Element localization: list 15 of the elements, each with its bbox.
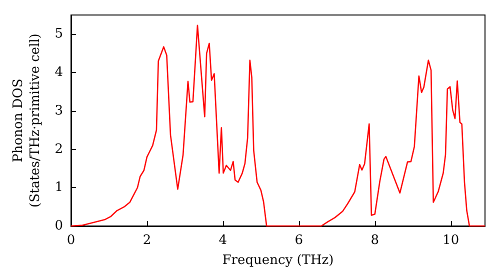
x-tick-label: 0	[66, 233, 76, 248]
x-tick-label: 8	[370, 233, 379, 248]
y-axis-title: Phonon DOS (States/THz·primitive cell)	[10, 33, 43, 208]
y-tick-label: 3	[54, 103, 63, 118]
y-tick-label: 5	[54, 26, 63, 42]
y-tick-label: 2	[54, 142, 63, 157]
y-tick-label: 1	[54, 180, 63, 196]
x-tick-label: 2	[142, 233, 152, 248]
x-tick-label: 6	[294, 233, 304, 248]
x-tick-label: 4	[218, 233, 228, 248]
x-tick-label: 10	[442, 233, 460, 248]
x-axis-title: Frequency (THz)	[222, 252, 334, 268]
y-tick-label: 4	[54, 65, 63, 80]
line-series	[70, 24, 486, 227]
y-tick-label: 0	[54, 218, 63, 234]
